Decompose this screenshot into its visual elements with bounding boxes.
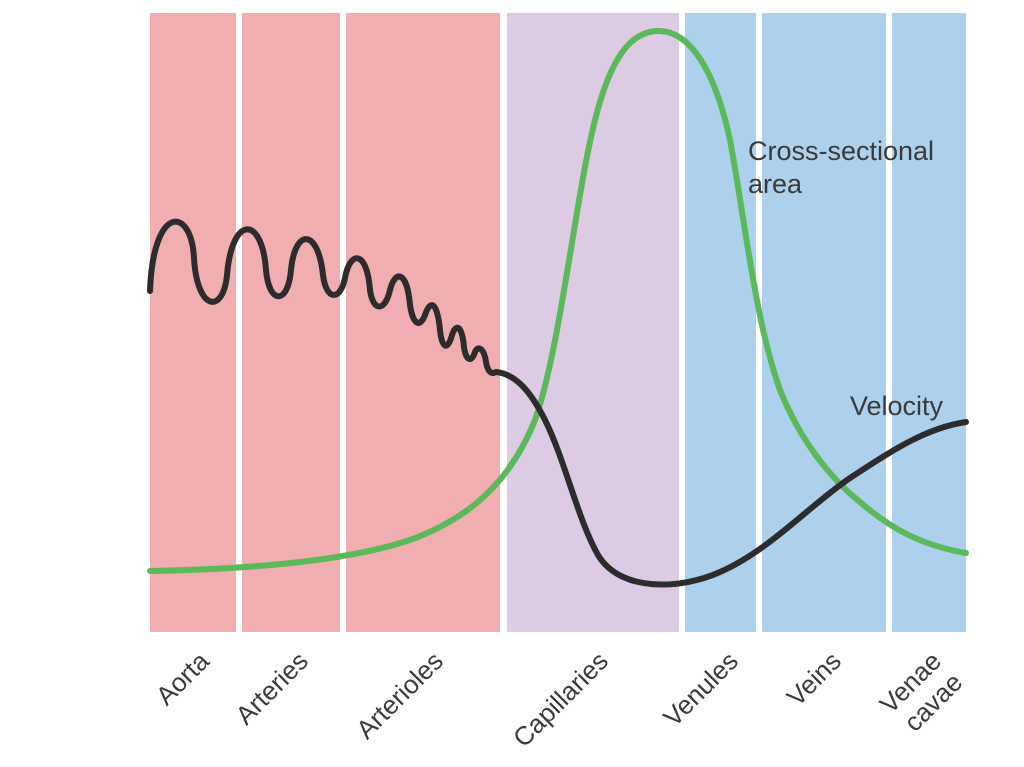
velocity-curve: [147, 218, 969, 588]
label-aorta: Aorta: [150, 645, 216, 711]
cross-sectional-area-curve: [147, 27, 969, 574]
label-venules: Venules: [657, 646, 744, 733]
band-venules: [685, 13, 756, 632]
band-arteries: [242, 13, 340, 632]
band-veins: [762, 13, 886, 632]
label-arteries: Arteries: [229, 646, 314, 731]
band-aorta: [150, 13, 236, 632]
cross-sectional-area-label: Cross-sectional area: [748, 136, 934, 199]
vessel-axis-labels: Aorta Arteries Arterioles Capillaries Venule…: [150, 645, 968, 752]
label-capillaries: Capillaries: [507, 646, 614, 753]
label-veins: Veins: [781, 646, 847, 712]
curve-labels: Cross-sectional area Velocity: [748, 136, 944, 421]
velocity-label: Velocity: [850, 391, 944, 421]
band-venae-cavae: [892, 13, 966, 632]
label-venae-cavae: Venaecavae: [874, 646, 969, 741]
label-arterioles: Arterioles: [350, 646, 449, 745]
